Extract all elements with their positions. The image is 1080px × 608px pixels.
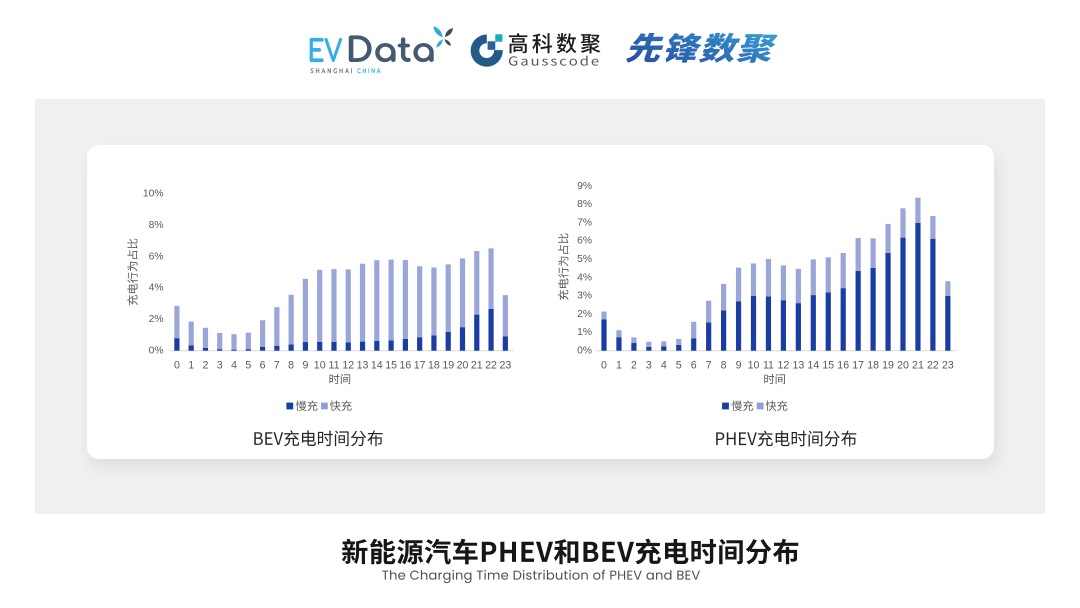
svg-text:20: 20 bbox=[457, 359, 469, 371]
svg-text:6: 6 bbox=[691, 359, 697, 371]
svg-text:4: 4 bbox=[661, 359, 667, 371]
svg-text:8: 8 bbox=[288, 359, 294, 371]
svg-text:0%: 0% bbox=[577, 346, 592, 357]
svg-text:2%: 2% bbox=[577, 309, 592, 320]
svg-text:10%: 10% bbox=[143, 189, 164, 200]
svg-text:12: 12 bbox=[342, 359, 354, 371]
svg-text:0: 0 bbox=[601, 359, 607, 371]
svg-text:19: 19 bbox=[442, 359, 454, 371]
svg-text:18: 18 bbox=[428, 359, 440, 371]
svg-text:16: 16 bbox=[837, 359, 849, 371]
svg-text:7: 7 bbox=[706, 359, 712, 371]
svg-text:4: 4 bbox=[231, 359, 237, 371]
svg-text:3: 3 bbox=[646, 359, 652, 371]
svg-text:9%: 9% bbox=[577, 181, 592, 192]
svg-text:23: 23 bbox=[499, 359, 511, 371]
svg-text:3%: 3% bbox=[577, 291, 592, 302]
svg-text:5: 5 bbox=[676, 359, 682, 371]
svg-text:5%: 5% bbox=[577, 254, 592, 265]
svg-text:9: 9 bbox=[302, 359, 308, 371]
svg-text:21: 21 bbox=[471, 359, 483, 371]
svg-text:8: 8 bbox=[721, 359, 727, 371]
svg-text:2: 2 bbox=[203, 359, 209, 371]
svg-text:7%: 7% bbox=[577, 217, 592, 228]
svg-text:16: 16 bbox=[399, 359, 411, 371]
svg-text:20: 20 bbox=[897, 359, 909, 371]
svg-text:6%: 6% bbox=[577, 236, 592, 247]
svg-text:15: 15 bbox=[385, 359, 397, 371]
svg-text:21: 21 bbox=[912, 359, 924, 371]
svg-text:0: 0 bbox=[174, 359, 180, 371]
svg-text:15: 15 bbox=[822, 359, 834, 371]
svg-text:11: 11 bbox=[328, 359, 339, 371]
svg-text:17: 17 bbox=[414, 359, 426, 371]
svg-text:1%: 1% bbox=[577, 327, 592, 338]
svg-text:1: 1 bbox=[616, 359, 622, 371]
svg-text:10: 10 bbox=[314, 359, 326, 371]
svg-text:18: 18 bbox=[867, 359, 879, 371]
svg-text:13: 13 bbox=[792, 359, 804, 371]
svg-text:4%: 4% bbox=[149, 283, 164, 294]
svg-text:6%: 6% bbox=[149, 251, 164, 262]
svg-text:12: 12 bbox=[778, 359, 790, 371]
svg-text:0%: 0% bbox=[149, 346, 164, 357]
svg-text:3: 3 bbox=[217, 359, 223, 371]
svg-text:14: 14 bbox=[371, 359, 383, 371]
svg-text:19: 19 bbox=[882, 359, 894, 371]
svg-text:9: 9 bbox=[736, 359, 742, 371]
svg-text:2: 2 bbox=[631, 359, 637, 371]
svg-text:22: 22 bbox=[485, 359, 497, 371]
svg-text:2%: 2% bbox=[149, 314, 164, 325]
svg-text:5: 5 bbox=[245, 359, 251, 371]
svg-text:11: 11 bbox=[763, 359, 774, 371]
svg-text:6: 6 bbox=[260, 359, 266, 371]
svg-text:7: 7 bbox=[274, 359, 280, 371]
svg-text:10: 10 bbox=[748, 359, 760, 371]
svg-text:17: 17 bbox=[852, 359, 864, 371]
svg-text:23: 23 bbox=[942, 359, 954, 371]
svg-text:4%: 4% bbox=[577, 272, 592, 283]
svg-text:13: 13 bbox=[357, 359, 369, 371]
svg-text:8%: 8% bbox=[149, 220, 164, 231]
svg-text:14: 14 bbox=[807, 359, 819, 371]
svg-text:22: 22 bbox=[927, 359, 939, 371]
svg-text:1: 1 bbox=[188, 359, 194, 371]
svg-text:8%: 8% bbox=[577, 199, 592, 210]
